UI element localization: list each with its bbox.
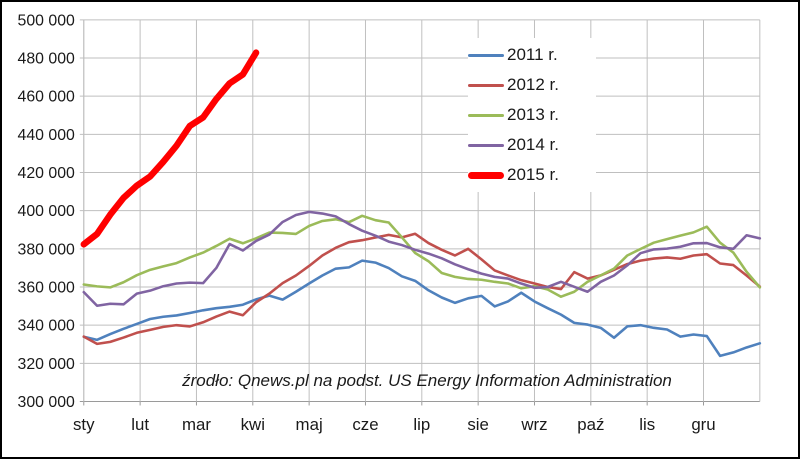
legend-swatch-2013-line <box>468 113 504 117</box>
y-axis-label: 320 000 <box>18 356 76 373</box>
y-axis-label: 360 000 <box>18 279 76 296</box>
legend-label-2014: 2014 r. <box>507 135 559 154</box>
legend-item-2013: 2013 r. <box>468 100 596 130</box>
legend-label-2013: 2013 r. <box>507 105 559 124</box>
x-axis-label: sie <box>467 415 489 434</box>
legend-swatch-2012-line <box>468 83 504 87</box>
series-line-2011r <box>82 259 762 358</box>
y-axis-label: 300 000 <box>18 394 76 411</box>
x-axis-label: maj <box>296 415 323 434</box>
y-axis-label: 420 000 <box>18 165 76 182</box>
y-axis-label: 500 000 <box>18 12 76 29</box>
x-axis-label: lis <box>639 415 655 434</box>
legend-swatch-2011-line <box>468 53 504 57</box>
x-axis-label: lut <box>131 415 149 434</box>
y-axis-label: 480 000 <box>18 50 76 67</box>
x-axis-label: mar <box>182 415 211 434</box>
x-axis-label: kwi <box>241 415 265 434</box>
legend-label-2015: 2015 r. <box>507 165 559 184</box>
source-note: źrodło: Qnews.pl na podst. US Energy Inf… <box>182 371 672 390</box>
x-axis-label: sty <box>73 415 95 434</box>
x-axis-label: cze <box>352 415 378 434</box>
x-axis-label: paź <box>577 415 604 434</box>
y-axis-label: 400 000 <box>18 203 76 220</box>
x-axis-label: lip <box>413 415 430 434</box>
legend-swatch-2015-line <box>468 171 504 179</box>
x-axis-label: wrz <box>520 415 547 434</box>
legend-swatch-2014-line <box>468 143 504 147</box>
y-axis-label: 380 000 <box>18 241 76 258</box>
series-line-2013r <box>82 214 762 298</box>
y-axis-label: 440 000 <box>18 127 76 144</box>
chart-legend: 2011 r. 2012 r. 2013 r. 2014 r. 2015 r. <box>468 38 596 192</box>
legend-item-2011: 2011 r. <box>468 40 596 70</box>
series-line-2012r <box>82 232 762 346</box>
y-axis-label: 460 000 <box>18 89 76 106</box>
legend-item-2014: 2014 r. <box>468 130 596 160</box>
series-line-2014r <box>82 210 762 308</box>
x-axis-label: gru <box>691 415 715 434</box>
y-axis-label: 340 000 <box>18 318 76 335</box>
legend-label-2011: 2011 r. <box>507 45 558 64</box>
legend-item-2012: 2012 r. <box>468 70 596 100</box>
legend-label-2012: 2012 r. <box>507 75 559 94</box>
series-line-2015r <box>80 49 260 248</box>
legend-item-2015: 2015 r. <box>468 160 596 190</box>
